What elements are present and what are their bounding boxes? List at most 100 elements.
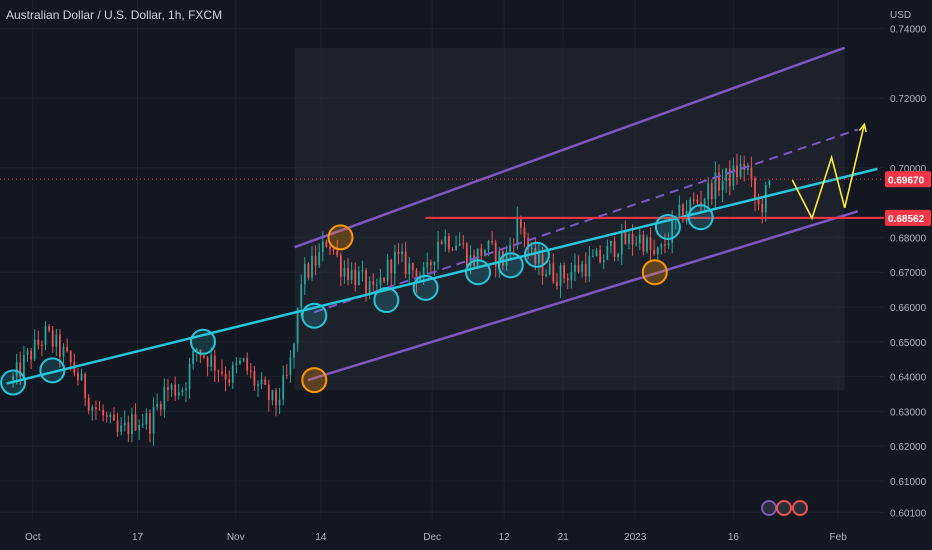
candle-body xyxy=(379,277,382,286)
candle-body xyxy=(242,358,245,361)
candle-body xyxy=(635,243,638,245)
candle-body xyxy=(260,379,263,385)
touch-circle-cyan xyxy=(189,328,216,355)
candle-body xyxy=(41,344,43,346)
candle-body xyxy=(84,373,87,398)
candle-body xyxy=(278,399,281,406)
candle-body xyxy=(321,241,324,253)
candle-body xyxy=(289,357,292,376)
candle-body xyxy=(91,407,94,411)
candle-body xyxy=(556,281,558,287)
candle-body xyxy=(105,415,108,417)
candle-body xyxy=(336,250,339,256)
candle-body xyxy=(602,260,605,263)
candle-body xyxy=(689,199,692,212)
candle-body xyxy=(534,247,537,264)
candle-body xyxy=(606,246,609,261)
candle-body xyxy=(271,390,274,401)
candle-body xyxy=(426,262,429,268)
y-axis: USD 0.60100 0.61000 0.62000 0.63000 0.64000 0.… xyxy=(890,10,927,519)
candle-body xyxy=(365,270,367,294)
x-tick-label: Feb xyxy=(830,532,848,543)
candle-body xyxy=(649,237,652,250)
candle-body xyxy=(26,350,29,355)
candle-body xyxy=(429,262,432,266)
candle-body xyxy=(152,406,155,434)
candle-body xyxy=(570,271,573,281)
candle-body xyxy=(480,248,483,256)
candle-body xyxy=(267,384,270,401)
candle-body xyxy=(577,264,580,273)
candle-body xyxy=(300,284,303,308)
candle-body xyxy=(710,183,713,200)
candle-body xyxy=(185,388,187,391)
candle-body xyxy=(728,168,731,186)
candle-body xyxy=(455,245,457,250)
candle-body xyxy=(584,263,587,277)
y-tick-label: 0.60100 xyxy=(890,508,927,519)
candle-body xyxy=(664,244,666,246)
candle-body xyxy=(181,390,184,393)
candle-body xyxy=(498,251,501,267)
candle-body xyxy=(253,371,256,386)
candle-body xyxy=(574,264,576,272)
x-axis: Oct 17 Nov 14 Dec 12 21 2023 16 Feb xyxy=(25,532,847,543)
candle-body xyxy=(174,384,177,396)
candle-body xyxy=(123,422,126,426)
candle-body xyxy=(393,251,396,274)
candle-body xyxy=(361,270,364,272)
candle-body xyxy=(447,236,450,250)
candle-body xyxy=(15,362,18,377)
candle-body xyxy=(408,262,411,274)
candle-body xyxy=(718,172,720,191)
candle-body xyxy=(69,351,72,363)
y-tick-label: 0.64000 xyxy=(890,373,927,384)
candle-body xyxy=(264,379,267,385)
y-tick-label: 0.74000 xyxy=(890,25,927,36)
candle-body xyxy=(671,218,674,243)
candle-body xyxy=(156,403,159,407)
candle-body xyxy=(523,227,526,238)
candle-body xyxy=(653,249,656,254)
candle-body xyxy=(206,357,209,367)
candle-body xyxy=(401,251,403,255)
candle-body xyxy=(595,249,598,257)
channel-upper-line xyxy=(294,46,846,249)
candle-body xyxy=(548,263,551,275)
candle-body xyxy=(195,349,198,352)
candle-body xyxy=(188,363,191,389)
candle-body xyxy=(239,360,241,364)
candle-body xyxy=(170,384,173,391)
candle-body xyxy=(656,247,659,254)
candle-body xyxy=(419,277,421,282)
y-axis-panel xyxy=(884,0,932,550)
candle-body xyxy=(372,281,375,286)
candle-body xyxy=(354,269,357,286)
candle-body xyxy=(285,375,288,377)
y-tick-label: 0.62000 xyxy=(890,442,927,453)
touch-circles xyxy=(0,204,714,396)
candle-body xyxy=(51,330,54,347)
touch-circle-cyan xyxy=(301,302,328,329)
candle-body xyxy=(177,392,180,396)
candle-body xyxy=(422,267,425,278)
candle-body xyxy=(120,425,123,432)
candle-body xyxy=(451,249,454,251)
candle-body xyxy=(339,255,342,277)
candle-body xyxy=(347,268,349,280)
candle-body xyxy=(707,183,710,200)
candle-body xyxy=(109,414,112,417)
touch-circle-cyan xyxy=(465,259,492,286)
touch-circle-cyan xyxy=(39,357,66,384)
channel-lower-line xyxy=(307,210,859,382)
candle-body xyxy=(494,242,497,267)
projection-path xyxy=(791,124,866,221)
candle-body xyxy=(516,217,519,246)
touch-circle-orange xyxy=(641,259,668,286)
candle-body xyxy=(293,343,295,358)
event-icon xyxy=(761,500,777,516)
candle-body xyxy=(646,237,648,252)
candle-body xyxy=(444,236,447,244)
candle-body xyxy=(487,240,490,250)
